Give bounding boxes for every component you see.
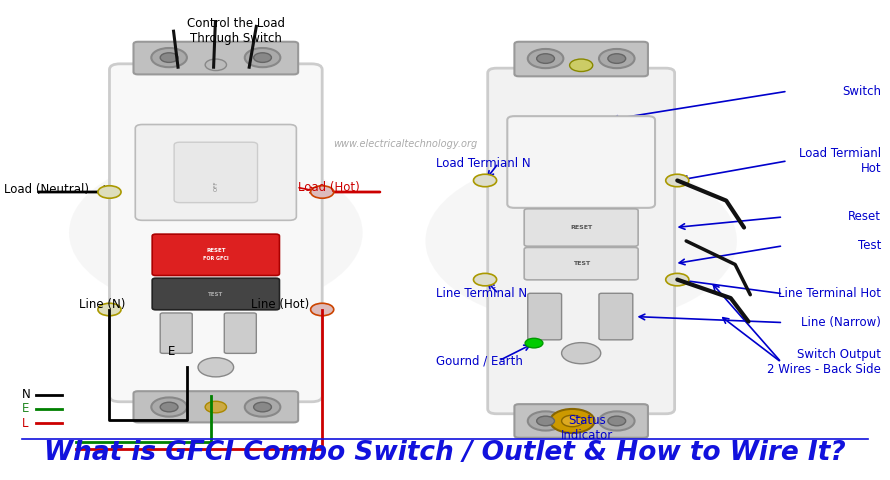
FancyBboxPatch shape [599, 293, 633, 340]
FancyBboxPatch shape [524, 209, 638, 246]
FancyBboxPatch shape [152, 278, 279, 310]
FancyBboxPatch shape [134, 42, 298, 74]
Circle shape [98, 186, 121, 198]
FancyBboxPatch shape [160, 313, 192, 353]
Circle shape [537, 416, 554, 426]
Circle shape [666, 274, 689, 286]
Text: E: E [168, 345, 175, 358]
Text: L: L [22, 417, 28, 430]
Text: Load (Hot): Load (Hot) [298, 180, 360, 194]
Text: Load (Neutral): Load (Neutral) [4, 183, 90, 196]
FancyBboxPatch shape [135, 124, 296, 220]
Text: Line (Narrow): Line (Narrow) [801, 316, 881, 329]
FancyBboxPatch shape [524, 248, 638, 280]
Circle shape [245, 397, 280, 417]
Circle shape [254, 53, 271, 62]
FancyBboxPatch shape [109, 64, 322, 402]
Circle shape [666, 174, 689, 187]
Text: Switch Output
2 Wires - Back Side: Switch Output 2 Wires - Back Side [767, 348, 881, 376]
Text: Line Terminal N: Line Terminal N [436, 287, 527, 300]
Circle shape [608, 416, 626, 426]
FancyBboxPatch shape [224, 313, 256, 353]
Circle shape [528, 49, 563, 68]
Circle shape [525, 338, 543, 348]
Text: E: E [22, 402, 29, 416]
Circle shape [198, 358, 233, 377]
FancyBboxPatch shape [514, 404, 648, 438]
Circle shape [599, 411, 635, 431]
Text: www.electricaltechnology.org: www.electricaltechnology.org [333, 139, 477, 149]
Text: Switch: Switch [842, 84, 881, 98]
Text: Status
Indicator: Status Indicator [562, 414, 613, 442]
Circle shape [570, 59, 593, 72]
Text: TEST: TEST [208, 291, 223, 297]
Text: What is GFCI Combo Switch / Outlet & How to Wire It?: What is GFCI Combo Switch / Outlet & How… [44, 440, 845, 466]
Text: FOR GFCI: FOR GFCI [203, 256, 229, 261]
Circle shape [311, 303, 334, 316]
Circle shape [245, 48, 280, 67]
Text: TEST: TEST [572, 261, 590, 266]
Circle shape [473, 174, 497, 187]
Circle shape [160, 402, 178, 412]
Text: Gournd / Earth: Gournd / Earth [436, 354, 523, 368]
Text: Load Termianl
Hot: Load Termianl Hot [799, 147, 881, 175]
FancyBboxPatch shape [488, 68, 675, 414]
Circle shape [205, 401, 226, 413]
Circle shape [537, 54, 554, 63]
Circle shape [98, 303, 121, 316]
FancyBboxPatch shape [507, 116, 655, 208]
Circle shape [562, 415, 583, 427]
Circle shape [599, 49, 635, 68]
FancyBboxPatch shape [174, 142, 257, 203]
FancyBboxPatch shape [528, 293, 562, 340]
Circle shape [151, 48, 187, 67]
Circle shape [69, 154, 363, 312]
Circle shape [562, 343, 601, 364]
Circle shape [528, 411, 563, 431]
Circle shape [254, 402, 271, 412]
Text: Control the Load
Through Switch: Control the Load Through Switch [187, 17, 285, 45]
Text: Reset: Reset [848, 210, 881, 224]
FancyBboxPatch shape [152, 234, 279, 276]
Text: Load Termianl N: Load Termianl N [436, 156, 530, 170]
Text: Line (N): Line (N) [79, 298, 125, 312]
Text: Line Terminal Hot: Line Terminal Hot [778, 287, 881, 300]
Circle shape [425, 157, 737, 325]
FancyBboxPatch shape [514, 42, 648, 76]
Circle shape [205, 59, 226, 71]
Circle shape [160, 53, 178, 62]
FancyBboxPatch shape [134, 391, 298, 422]
Text: Test: Test [858, 239, 881, 252]
Circle shape [608, 54, 626, 63]
Text: OFF: OFF [214, 181, 218, 192]
Text: RESET: RESET [206, 249, 225, 253]
Circle shape [550, 409, 595, 433]
Text: N: N [22, 388, 31, 401]
Circle shape [473, 274, 497, 286]
Text: RESET: RESET [570, 225, 592, 230]
Text: Line (Hot): Line (Hot) [251, 298, 310, 312]
Circle shape [311, 186, 334, 198]
Circle shape [151, 397, 187, 417]
